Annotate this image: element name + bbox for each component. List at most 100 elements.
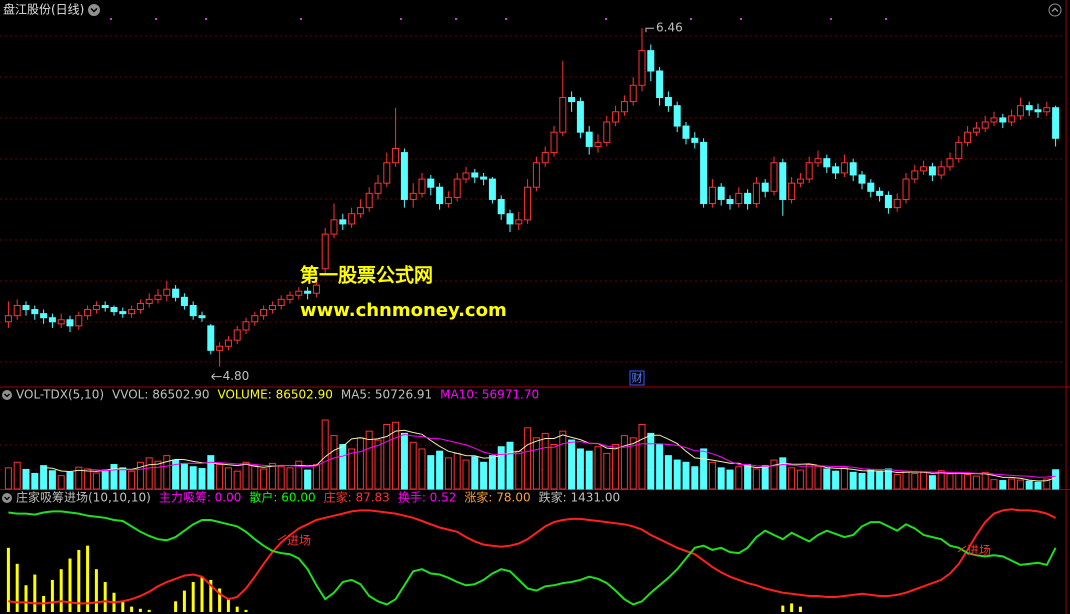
- volume-bar: [893, 474, 901, 490]
- candle-body: [75, 315, 83, 327]
- volume-bar: [453, 452, 461, 490]
- candle-body: [444, 196, 452, 205]
- volume-bar: [4, 467, 12, 490]
- candle-body: [559, 97, 567, 133]
- volume-bar: [629, 437, 637, 490]
- candle-body: [893, 198, 901, 209]
- volume-bar: [867, 469, 875, 490]
- volume-bar: [409, 441, 417, 490]
- volume-bar: [13, 461, 21, 490]
- entry-arrow: [277, 534, 287, 541]
- volume-bar: [92, 472, 100, 490]
- volume-bar: [691, 466, 699, 490]
- candle-body: [154, 294, 162, 300]
- candle-body: [321, 233, 329, 270]
- volume-bar: [128, 470, 136, 490]
- absorb-bar: [798, 606, 802, 612]
- legend-entry: MA5: 50726.91: [341, 388, 432, 402]
- legend-entry: 庄家: 87.83: [324, 490, 390, 505]
- candle-body: [136, 302, 144, 311]
- candle-body: [541, 152, 549, 164]
- top-dot: [605, 18, 607, 20]
- candle-body: [277, 298, 285, 306]
- vol-menu-icon[interactable]: [2, 390, 12, 400]
- candle-body: [57, 319, 65, 325]
- volume-bar: [911, 472, 919, 490]
- candle-body: [946, 158, 954, 168]
- volume-bar: [1025, 480, 1033, 490]
- absorb-bar: [121, 601, 125, 612]
- volume-bar: [101, 469, 109, 490]
- candle-body: [224, 339, 232, 347]
- candle-body: [400, 152, 408, 200]
- candle-body: [172, 288, 180, 298]
- volume-bar: [136, 461, 144, 490]
- annotation-label: 6.46: [656, 21, 683, 35]
- volume-bar: [990, 479, 998, 490]
- volume-bar: [145, 457, 153, 490]
- volume-bar: [576, 448, 584, 490]
- volume-bar: [48, 470, 56, 490]
- candle-body: [708, 186, 716, 205]
- absorb-bar: [200, 576, 204, 612]
- window-icon[interactable]: [1048, 3, 1062, 17]
- volume-bar: [321, 419, 329, 490]
- candle-body: [286, 294, 294, 300]
- volume-bar: [585, 450, 593, 490]
- absorb-bar: [182, 590, 186, 612]
- volume-bar: [726, 469, 734, 490]
- candle-body: [13, 304, 21, 317]
- volume-bar: [400, 432, 408, 490]
- absorb-bar: [781, 605, 785, 612]
- absorb-bar: [77, 549, 81, 612]
- top-dot: [740, 18, 742, 20]
- marker-box[interactable]: [629, 370, 645, 386]
- candle-body: [488, 178, 496, 200]
- volume-bar: [594, 446, 602, 490]
- candle-body: [128, 309, 136, 315]
- candle-body: [251, 315, 259, 323]
- candle-body: [471, 172, 479, 178]
- volume-bar: [1016, 479, 1024, 490]
- volume-bar: [1043, 478, 1051, 490]
- candle-body: [726, 198, 734, 205]
- volume-bar: [330, 435, 338, 490]
- candle-body: [999, 117, 1007, 123]
- volume-bar: [304, 469, 312, 490]
- absorb-bar: [174, 601, 178, 612]
- candle-body: [612, 111, 620, 123]
- candle-body: [673, 105, 681, 127]
- volume-bar: [796, 469, 804, 490]
- candle-body: [700, 141, 708, 205]
- absorb-bar: [24, 585, 28, 612]
- top-dot: [830, 18, 832, 20]
- volume-bar: [717, 467, 725, 490]
- candle-body: [1016, 105, 1024, 117]
- legend-entry: VOL-TDX(5,10): [16, 388, 104, 402]
- volume-bar: [57, 475, 65, 490]
- candle-body: [304, 290, 312, 294]
- candle-body: [937, 166, 945, 176]
- volume-bar: [40, 465, 48, 490]
- absorb-bar: [191, 582, 195, 612]
- marker-label[interactable]: 财: [632, 371, 643, 385]
- absorb-bar: [15, 563, 19, 612]
- absorb-bar: [103, 582, 107, 612]
- volume-bar: [515, 450, 523, 490]
- volume-bar: [972, 475, 980, 490]
- candle-body: [840, 162, 848, 174]
- volume-bar: [436, 450, 444, 490]
- volume-bar: [964, 474, 972, 490]
- title-menu-icon[interactable]: [88, 4, 100, 16]
- volume-bar: [172, 459, 180, 490]
- ind-menu-icon[interactable]: [2, 493, 12, 503]
- candle-body: [814, 158, 822, 164]
- candle-body: [752, 182, 760, 205]
- candle-body: [392, 147, 400, 164]
- candle-body: [453, 178, 461, 198]
- volume-bar: [752, 468, 760, 490]
- volume-bar: [568, 439, 576, 490]
- volume-bar: [955, 472, 963, 490]
- legend-entry: 跌家: 1431.00: [539, 490, 620, 505]
